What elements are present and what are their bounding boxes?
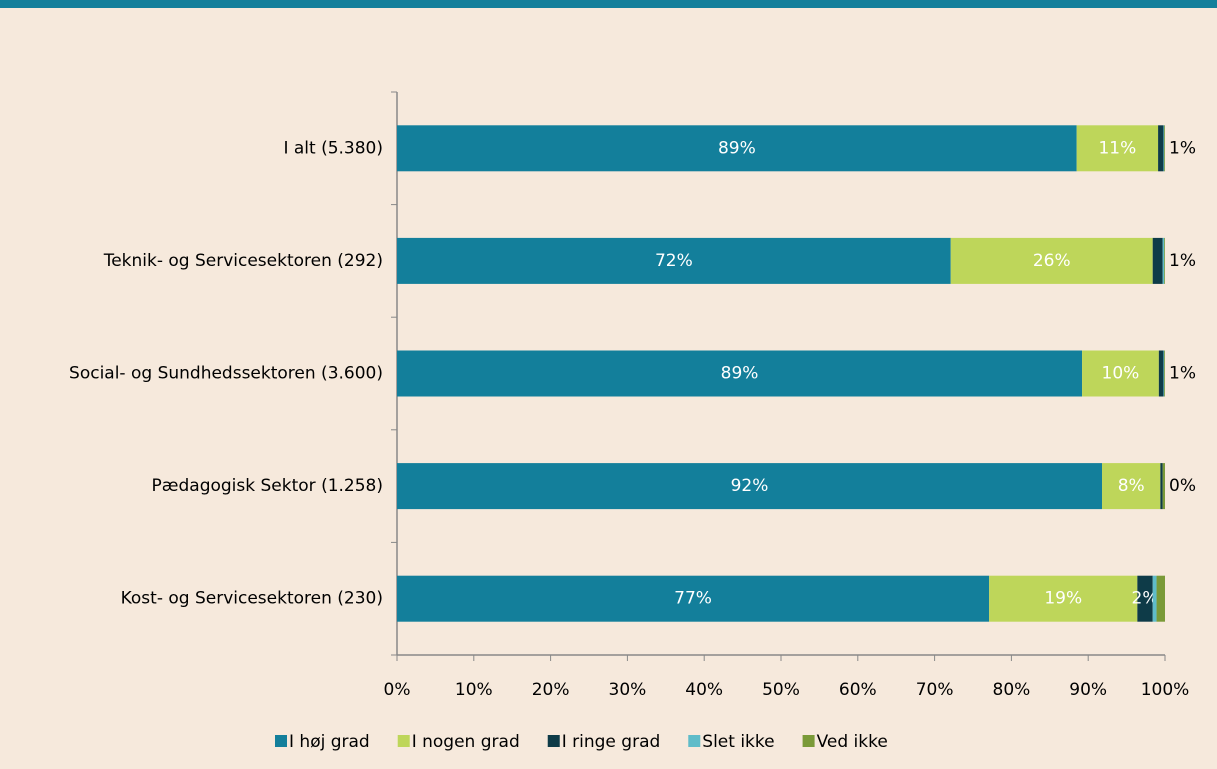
data-label: 2% (1132, 589, 1159, 609)
x-tick-label: 30% (609, 680, 647, 700)
bar-segment (1162, 237, 1165, 284)
data-label: 89% (721, 364, 759, 384)
bar-segment (1163, 350, 1165, 397)
x-tick-label: 0% (384, 680, 411, 700)
bar-segment (1156, 575, 1165, 622)
data-label: 77% (674, 589, 712, 609)
bar-segment (1164, 125, 1165, 172)
x-tick-label: 50% (762, 680, 800, 700)
data-label: 11% (1098, 138, 1136, 158)
data-label: 92% (731, 476, 769, 496)
data-label: 0% (1169, 476, 1196, 496)
x-tick-label: 100% (1141, 680, 1190, 700)
bar-segment (1152, 575, 1157, 622)
x-tick-label: 20% (532, 680, 570, 700)
bar-segment (1102, 463, 1161, 510)
bar-segment (1137, 575, 1153, 622)
legend-swatch (397, 735, 410, 747)
bar-segment (1076, 125, 1159, 172)
y-tick-label: Teknik- og Servicesektoren (292) (103, 251, 383, 271)
legend-label: Ved ikke (817, 732, 888, 752)
bar-segment (1158, 350, 1164, 397)
bar-segment (1163, 125, 1165, 172)
bar-segment (1158, 125, 1164, 172)
bar-segment (950, 237, 1153, 284)
bar-segment (1152, 237, 1163, 284)
legend-swatch (547, 735, 560, 747)
legend-label: I høj grad (289, 732, 370, 752)
bar-segment (397, 237, 951, 284)
bar-segment (397, 575, 990, 622)
y-tick-label: I alt (5.380) (283, 138, 383, 158)
data-label: 10% (1102, 364, 1140, 384)
bar-segment (989, 575, 1138, 622)
bar-segment (397, 350, 1083, 397)
legend-swatch (275, 735, 287, 747)
x-tick-label: 40% (685, 680, 723, 700)
bar-segment (397, 463, 1103, 510)
bar-segment (1164, 237, 1165, 284)
legend-label: I ringe grad (562, 732, 661, 752)
x-tick-label: 10% (455, 680, 493, 700)
data-label: 8% (1118, 476, 1145, 496)
x-tick-label: 80% (993, 680, 1031, 700)
x-tick-label: 90% (1069, 680, 1107, 700)
x-tick-label: 70% (916, 680, 954, 700)
data-label: 89% (718, 138, 756, 158)
y-tick-label: Pædagogisk Sektor (1.258) (152, 476, 383, 496)
data-label: 26% (1033, 251, 1071, 271)
legend-label: Slet ikke (702, 732, 774, 752)
data-label: 19% (1044, 589, 1082, 609)
top-border (0, 0, 1217, 8)
data-label: 1% (1169, 364, 1196, 384)
bar-segment (1164, 350, 1165, 397)
data-label: 1% (1169, 138, 1196, 158)
bar-segment (1162, 463, 1165, 510)
data-label: 72% (655, 251, 693, 271)
bar-segment (397, 125, 1077, 172)
x-tick-label: 60% (839, 680, 877, 700)
y-tick-label: Kost- og Servicesektoren (230) (121, 589, 383, 609)
bar-segment (1160, 463, 1163, 510)
data-label: 1% (1169, 251, 1196, 271)
bar-segment (1082, 350, 1159, 397)
legend-swatch (802, 735, 815, 747)
legend-label: I nogen grad (412, 732, 520, 752)
legend-swatch (688, 735, 701, 747)
y-tick-label: Social- og Sundhedssektoren (3.600) (69, 364, 383, 384)
